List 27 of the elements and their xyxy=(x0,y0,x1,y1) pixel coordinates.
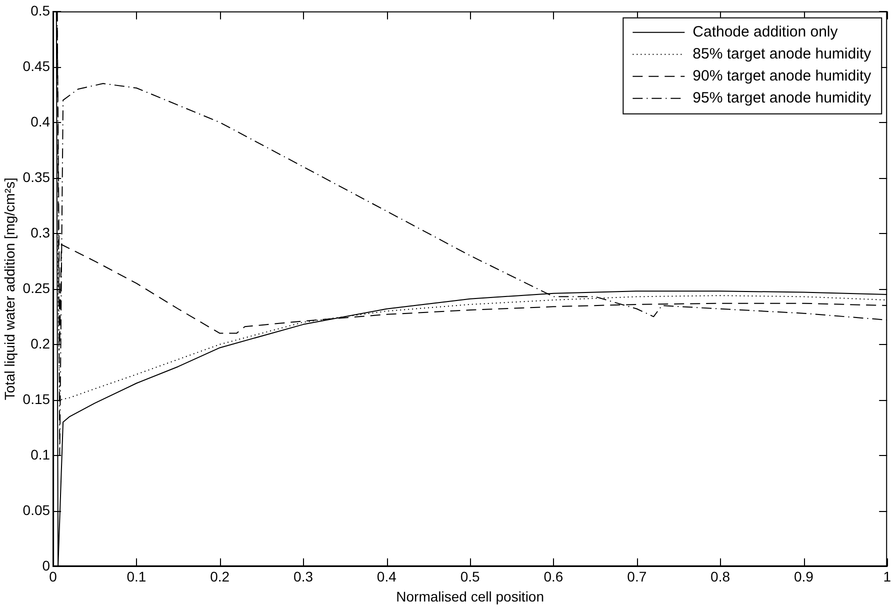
y-tick-label: 0.45 xyxy=(22,58,50,74)
x-tick-label: 0.7 xyxy=(627,568,647,585)
x-tick-label: 0.8 xyxy=(710,568,730,585)
y-tick-label: 0.4 xyxy=(30,113,50,130)
x-tick-label: 0.9 xyxy=(794,568,814,585)
y-tick-label: 0.25 xyxy=(22,280,50,296)
x-tick-label: 0.6 xyxy=(544,568,564,585)
y-tick-label: 0.3 xyxy=(30,224,50,240)
y-tick-label: 0.2 xyxy=(30,335,50,352)
x-axis-title: Normalised cell position xyxy=(396,588,544,604)
y-tick-label: 0 xyxy=(42,557,50,574)
x-tick-label: 0.2 xyxy=(210,568,230,585)
legend-label: 85% target anode humidity xyxy=(692,46,872,63)
y-tick-label: 0.35 xyxy=(22,168,50,185)
y-tick-label: 0.15 xyxy=(22,390,50,407)
y-axis-title: Total liquid water addition [mg/cm²s] xyxy=(1,178,18,400)
x-tick-label: 0.5 xyxy=(460,568,480,585)
x-tick-label: 0.1 xyxy=(126,568,146,585)
y-tick-label: 0.5 xyxy=(30,2,50,18)
legend-label: Cathode addition only xyxy=(692,24,838,41)
legend-label: 90% target anode humidity xyxy=(692,68,872,85)
x-tick-label: 0.3 xyxy=(294,568,314,585)
x-tick-label: 0.4 xyxy=(376,568,397,585)
x-tick-label: 1 xyxy=(883,568,892,585)
y-tick-label: 0.05 xyxy=(22,502,50,518)
y-tick-label: 0.1 xyxy=(30,446,50,462)
legend-label: 95% target anode humidity xyxy=(692,90,872,107)
